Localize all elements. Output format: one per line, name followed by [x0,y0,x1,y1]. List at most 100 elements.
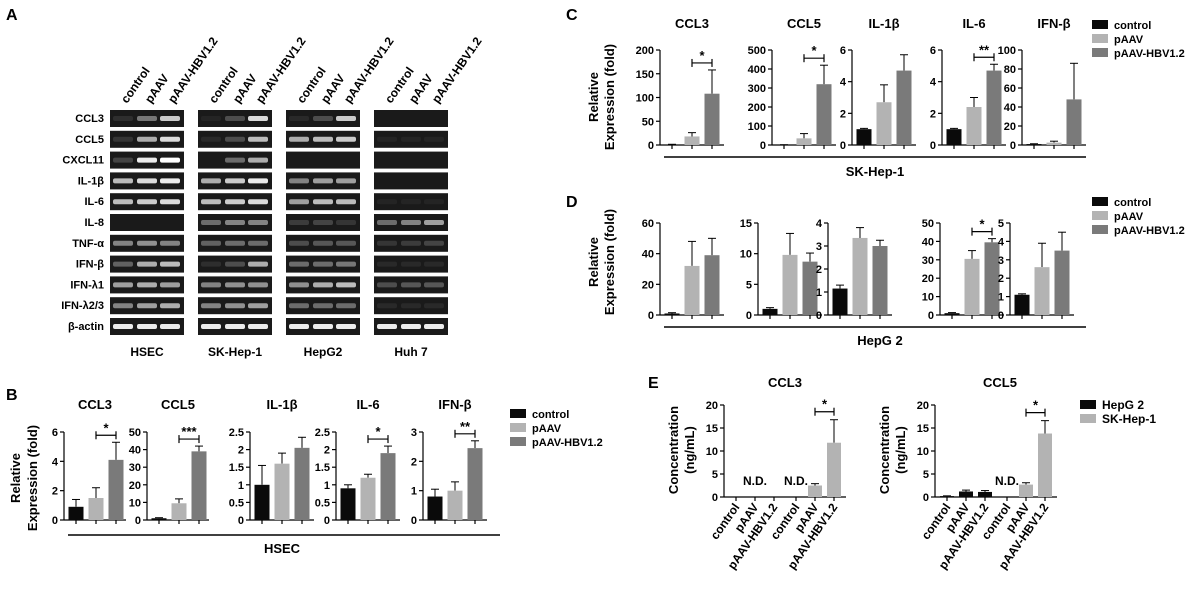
y-tick-label: 5 [712,469,718,481]
y-tick-label: 20 [129,480,141,492]
legend-label: control [1114,197,1151,209]
gel-band [313,199,333,205]
gel-band [424,199,444,205]
y-tick-label: 0 [930,140,936,152]
y-tick-label: 0 [411,515,417,527]
y-tick-label: 100 [636,93,654,105]
bar [254,484,270,520]
legend-label: pAAV [1114,34,1144,46]
bar [467,448,483,520]
gene-label: CCL5 [75,134,104,146]
significance-label: * [375,424,381,439]
bar [88,498,104,520]
y-tick-label: 2 [52,486,58,498]
gel-band [225,282,245,288]
bar [684,265,700,315]
gel-band [248,116,268,121]
gel-band [401,261,421,267]
legend-label: pAAV [532,423,562,435]
y-tick-label: 50 [129,427,141,439]
y-tick-label: 20 [1004,121,1016,133]
bar [852,237,868,315]
bar [964,258,980,315]
panel-label-e: E [648,375,659,392]
gel-band [160,199,180,205]
gel-band [248,282,268,288]
lane-label: pAAV-HBV1.2 [429,34,485,105]
gel-band [336,240,356,246]
gel-band [113,199,133,205]
bar [427,496,443,520]
bar [832,288,848,315]
gel-band [377,136,397,142]
y-tick-label: 2 [840,108,846,120]
significance-label: * [811,43,817,58]
gel-band [160,324,180,329]
gel-band [248,178,268,184]
gel-band [160,116,180,121]
bar [664,313,680,315]
y-tick-label: 0 [840,140,846,152]
gel-band [225,199,245,205]
panel-label-a: A [6,7,18,24]
y-tick-label: 100 [998,45,1016,57]
y-tick-label: 0 [238,515,244,527]
y-tick-label: 80 [1004,64,1016,76]
gel-band [201,220,221,225]
gel-band [336,199,356,205]
y-tick-label: 2 [411,456,417,468]
bar [796,138,812,145]
gel-strip [374,193,448,211]
bar [1034,267,1050,315]
legend-label: pAAV [1114,211,1144,223]
gel-band [313,240,333,246]
gel-band [289,240,309,246]
gel-band [424,136,444,142]
subplot-title: CCL3 [78,397,112,412]
gel-band [313,136,333,142]
gel-band [313,116,333,121]
bar [340,488,356,520]
gel-band [377,282,397,288]
y-tick-label: 2 [998,273,1004,285]
y-tick-label: 30 [129,462,141,474]
y-axis-title: Concentration [666,406,681,494]
gel-band [201,178,221,184]
gel-band [225,136,245,142]
bar [1038,433,1052,497]
subplot-title: CCL3 [675,16,709,31]
gel-band [225,324,245,329]
gel-band [113,303,133,309]
legend-label: HepG 2 [1102,398,1144,412]
y-tick-label: 5 [998,218,1004,230]
legend-swatch [1092,48,1108,57]
gene-label: IL-6 [84,196,104,208]
gel-band [160,178,180,184]
y-tick-label: 2 [930,108,936,120]
gel-band [336,261,356,267]
gel-band [313,178,333,184]
legend-label: pAAV-HBV1.2 [1114,225,1185,237]
bar [447,490,463,520]
gel-band [248,303,268,309]
y-tick-label: 40 [1004,102,1016,114]
y-tick-label: 4 [840,77,847,89]
gel-band [424,261,444,267]
y-tick-label: 0 [998,310,1004,322]
gel-band [313,324,333,329]
y-tick-label: 1 [998,292,1004,304]
bar [986,70,1002,145]
gel-band [137,282,157,288]
subplot-title: IFN-β [1037,16,1070,31]
cell-line-label: HSEC [130,345,164,359]
cell-line-label: Huh 7 [394,345,428,359]
y-tick-label: 4 [930,77,937,89]
gel-band [401,220,421,225]
subplot-title: IL-6 [962,16,985,31]
legend-label: control [532,409,569,421]
bar [1054,250,1070,315]
gel-band [201,136,221,142]
y-axis-title: Concentration [877,406,892,494]
y-tick-label: 20 [706,400,718,412]
gel-band [377,303,397,309]
